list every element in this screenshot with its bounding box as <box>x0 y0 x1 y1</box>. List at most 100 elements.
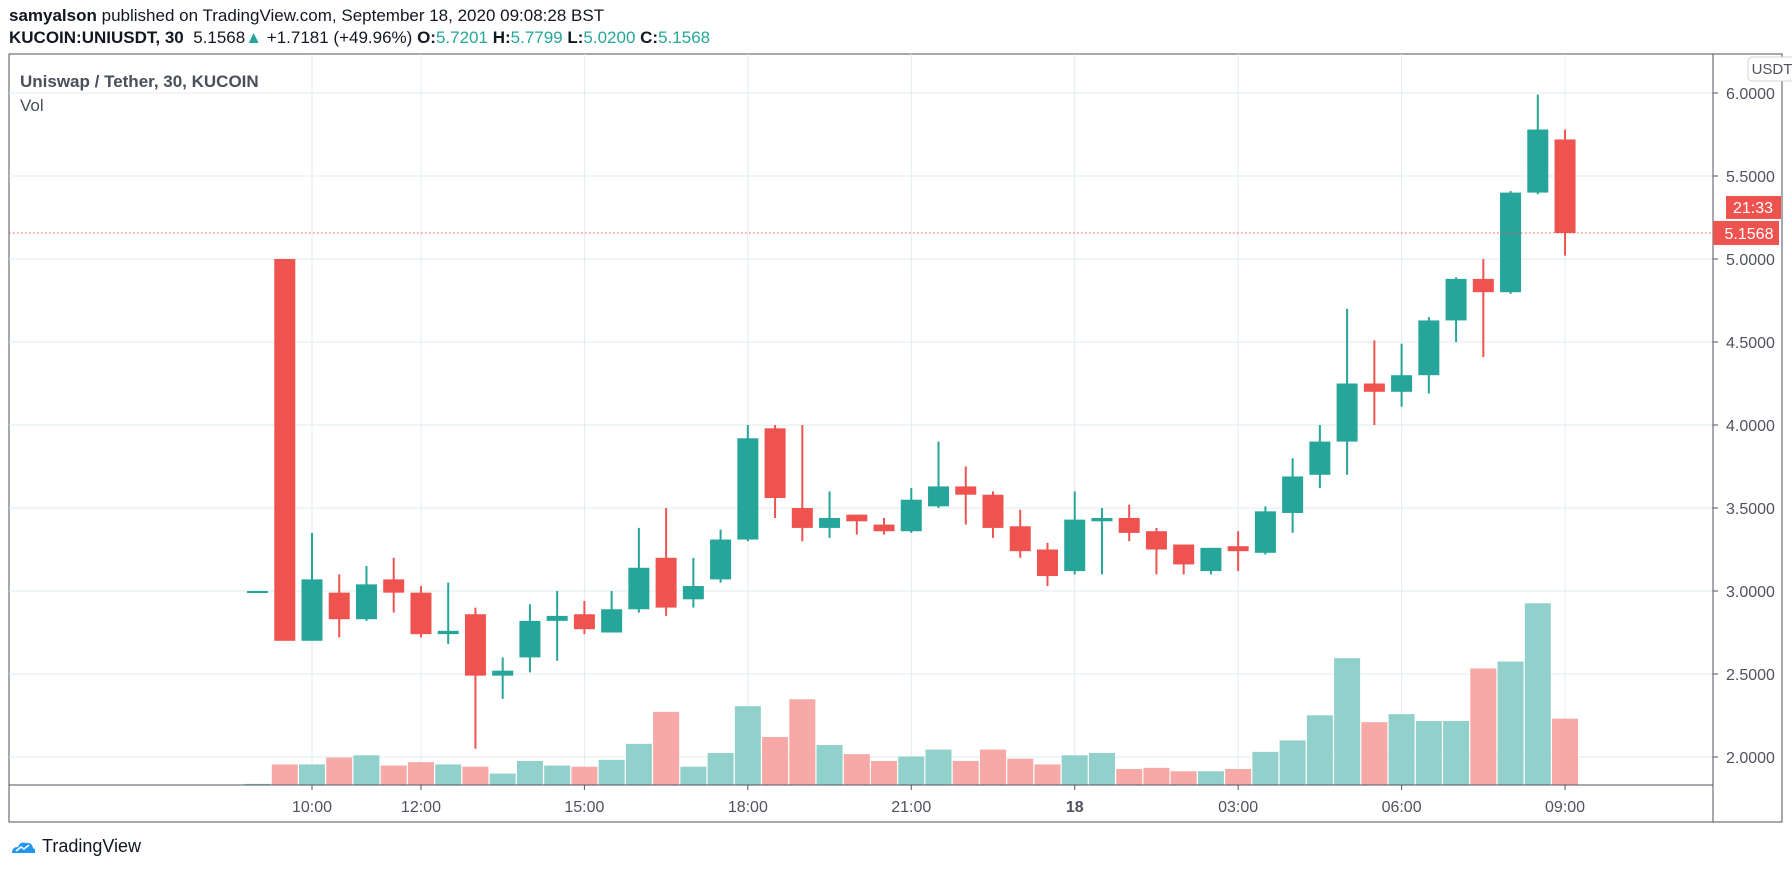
volume-bar <box>244 783 271 785</box>
volume-bar <box>952 760 979 785</box>
candle-body <box>1282 476 1304 513</box>
volume-bar <box>489 773 516 785</box>
volume-bar <box>734 706 761 785</box>
volume-bar <box>1361 722 1388 785</box>
volume-bar <box>326 757 353 785</box>
volume-bar <box>299 764 325 785</box>
volume-bar <box>1470 668 1497 785</box>
candle-body <box>601 609 623 633</box>
volume-bar <box>435 764 462 785</box>
x-tick-label: 03:00 <box>1218 799 1258 816</box>
candle-body <box>791 508 813 528</box>
x-tick-label: 06:00 <box>1382 799 1422 816</box>
volume-bar <box>1034 764 1061 785</box>
y-tick-label: 2.0000 <box>1726 750 1775 767</box>
volume-bar <box>1306 715 1333 785</box>
volume-bar <box>1524 603 1551 785</box>
candle-body <box>410 592 432 635</box>
close-label: C: <box>640 28 659 47</box>
volume-bar <box>1061 755 1088 785</box>
candle-body <box>247 591 269 593</box>
chart-legend-title: Uniswap / Tether, 30, KUCOIN <box>20 72 259 91</box>
countdown-badge <box>1726 195 1781 219</box>
candle-body <box>1091 517 1113 522</box>
volume-legend: Vol <box>20 96 44 115</box>
candle-body <box>628 567 650 610</box>
close-value: 5.1568 <box>658 28 711 47</box>
volume-bar <box>871 760 898 785</box>
y-tick-label: 5.0000 <box>1726 252 1775 269</box>
candle-body <box>519 620 541 658</box>
candle-body <box>1145 531 1167 550</box>
x-tick-label: 12:00 <box>401 799 441 816</box>
x-tick-label: 15:00 <box>564 799 604 816</box>
last-price: 5.1568 <box>193 28 246 47</box>
candle-body <box>655 557 677 608</box>
candle-body <box>1309 441 1331 475</box>
y-tick-label: 6.0000 <box>1726 86 1775 103</box>
y-tick-label: 5.5000 <box>1726 169 1775 186</box>
x-tick-label: 09:00 <box>1545 799 1585 816</box>
open-label: O: <box>417 28 436 47</box>
volume-bar <box>271 764 298 785</box>
candle-body <box>1227 546 1249 552</box>
volume-bar <box>762 736 789 785</box>
volume-bar <box>380 765 407 785</box>
candle-body <box>383 579 405 593</box>
volume-bar <box>1116 768 1143 785</box>
x-tick-label: 18:00 <box>728 799 768 816</box>
volume-bar <box>407 762 434 785</box>
volume-bar <box>544 765 571 785</box>
volume-bar <box>653 711 680 785</box>
volume-bar <box>1007 758 1034 785</box>
volume-bar <box>1497 661 1524 785</box>
volume-bar <box>980 749 1006 785</box>
candle-body <box>819 517 841 528</box>
candle-body <box>1173 544 1195 565</box>
last-price-label: 5.1568 <box>1725 226 1774 243</box>
tradingview-logo: TradingView <box>10 836 141 857</box>
candle-body <box>573 614 595 630</box>
candle-body <box>1472 278 1494 293</box>
candle-body <box>1009 526 1031 552</box>
candle-body <box>1554 139 1576 233</box>
candle-body <box>764 428 786 499</box>
currency-button[interactable] <box>1747 56 1792 82</box>
volume-bar <box>625 743 652 785</box>
candle-body <box>355 584 377 620</box>
volume-bar <box>1334 658 1361 785</box>
author: samyalson <box>9 6 97 25</box>
volume-bar <box>1225 768 1252 785</box>
candle-body <box>464 614 486 676</box>
low-value: 5.0200 <box>583 28 636 47</box>
volume-bar <box>1197 771 1224 785</box>
volume-bar <box>571 766 598 785</box>
candle-body <box>546 615 568 621</box>
volume-bar <box>816 744 843 785</box>
y-tick-label: 3.5000 <box>1726 501 1775 518</box>
volume-bar <box>1415 720 1442 785</box>
candle-body <box>274 259 296 641</box>
up-triangle-icon: ▲ <box>245 28 263 47</box>
volume-bar <box>707 752 734 785</box>
candle-body <box>900 499 922 532</box>
volume-bar <box>462 766 489 785</box>
candle-body <box>1391 375 1413 392</box>
y-tick-label: 2.5000 <box>1726 667 1775 684</box>
volume-bar <box>1252 751 1279 785</box>
candle-body <box>682 586 704 600</box>
candle-body <box>1500 192 1522 293</box>
candle-body <box>982 494 1004 528</box>
candle-body <box>955 486 977 495</box>
high-label: H: <box>492 28 511 47</box>
candle-body <box>492 670 514 676</box>
volume-bar <box>1443 720 1470 785</box>
symbol: KUCOIN:UNIUSDT, 30 <box>9 28 184 47</box>
candle-body <box>1363 383 1385 392</box>
candle-body <box>1418 320 1440 376</box>
publish-info: samyalson published on TradingView.com, … <box>9 6 604 26</box>
volume-bar <box>1170 771 1197 785</box>
candle-body <box>737 438 759 540</box>
volume-bar <box>353 755 380 785</box>
